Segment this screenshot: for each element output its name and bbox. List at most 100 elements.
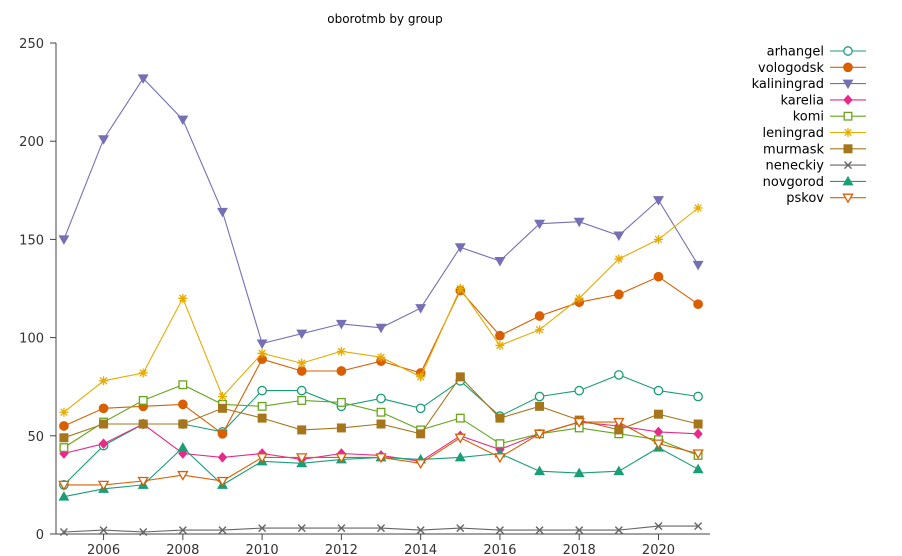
data-point-pskov bbox=[137, 476, 149, 487]
data-point-komi bbox=[257, 401, 267, 411]
data-point-arhangel bbox=[534, 391, 545, 402]
data-point-leningrad bbox=[257, 348, 267, 358]
x-tick-label: 2014 bbox=[404, 543, 437, 556]
data-point-komi bbox=[376, 407, 386, 417]
data-point-leningrad bbox=[59, 407, 69, 417]
series-line-kaliningrad bbox=[63, 77, 699, 345]
data-point-vologodsk bbox=[177, 399, 188, 410]
data-point-neneckiy bbox=[654, 522, 663, 531]
data-point-murmask bbox=[217, 403, 227, 413]
data-point-leningrad bbox=[376, 352, 386, 362]
x-tick-label: 2016 bbox=[483, 543, 516, 556]
data-point-neneckiy bbox=[456, 524, 465, 533]
data-point-pskov bbox=[375, 453, 387, 464]
data-point-pskov bbox=[296, 453, 308, 464]
data-point-leningrad bbox=[653, 234, 663, 244]
x-tick-label: 2020 bbox=[642, 543, 675, 556]
legend-marker bbox=[844, 161, 852, 170]
data-point-novgorod bbox=[573, 467, 585, 478]
data-point-murmask bbox=[257, 413, 267, 423]
data-point-pskov bbox=[692, 449, 704, 460]
data-point-neneckiy bbox=[178, 526, 187, 535]
legend-item-novgorod: novgorod bbox=[763, 175, 866, 190]
legend-marker bbox=[843, 94, 853, 106]
data-point-arhangel bbox=[415, 403, 426, 414]
data-point-arhangel bbox=[574, 385, 585, 396]
series-komi bbox=[59, 380, 703, 460]
data-point-vologodsk bbox=[59, 421, 69, 431]
data-point-neneckiy bbox=[495, 526, 504, 535]
data-point-karelia bbox=[653, 426, 664, 438]
data-point-kaliningrad bbox=[335, 319, 347, 330]
data-point-arhangel bbox=[613, 370, 624, 380]
x-tick-label: 2012 bbox=[325, 543, 358, 556]
legend-item-karelia: karelia bbox=[780, 93, 866, 108]
data-point-arhangel bbox=[257, 385, 267, 396]
y-tick-label: 150 bbox=[19, 233, 44, 248]
data-point-arhangel bbox=[296, 385, 307, 396]
data-point-leningrad bbox=[693, 203, 703, 213]
data-point-kaliningrad bbox=[653, 196, 664, 206]
legend-item-leningrad: leningrad bbox=[762, 126, 866, 141]
data-point-kaliningrad bbox=[217, 207, 228, 218]
data-point-murmask bbox=[178, 419, 188, 429]
legend-item-murmask: murmask bbox=[763, 142, 866, 157]
legend-item-vologodsk: vologodsk bbox=[758, 61, 866, 76]
data-point-kaliningrad bbox=[573, 217, 585, 228]
data-point-leningrad bbox=[297, 358, 307, 368]
data-point-pskov bbox=[613, 417, 625, 428]
legend-label: vologodsk bbox=[758, 61, 824, 76]
y-tick-label: 100 bbox=[19, 332, 44, 347]
data-point-novgorod bbox=[177, 442, 189, 452]
data-point-kaliningrad bbox=[534, 219, 546, 230]
data-point-murmask bbox=[653, 409, 663, 419]
data-point-kaliningrad bbox=[613, 231, 625, 241]
data-point-neneckiy bbox=[99, 526, 108, 535]
legend-label: kaliningrad bbox=[752, 77, 824, 92]
series-neneckiy bbox=[59, 522, 703, 537]
series-kaliningrad bbox=[58, 74, 704, 349]
data-point-neneckiy bbox=[416, 526, 425, 535]
data-point-kaliningrad bbox=[177, 115, 189, 126]
series-murmask bbox=[59, 372, 703, 443]
data-point-neneckiy bbox=[614, 526, 623, 535]
data-point-leningrad bbox=[178, 293, 188, 303]
legend-label: karelia bbox=[780, 93, 824, 108]
y-tick-label: 250 bbox=[19, 37, 44, 52]
data-point-neneckiy bbox=[218, 526, 227, 535]
data-point-karelia bbox=[693, 428, 703, 440]
series-pskov bbox=[58, 417, 704, 491]
data-point-neneckiy bbox=[297, 524, 306, 533]
data-point-leningrad bbox=[416, 372, 426, 382]
data-point-vologodsk bbox=[693, 299, 703, 310]
data-point-neneckiy bbox=[139, 528, 148, 537]
legend-label: arhangel bbox=[767, 45, 824, 60]
data-point-pskov bbox=[256, 453, 268, 464]
data-point-kaliningrad bbox=[58, 235, 70, 245]
data-point-neneckiy bbox=[337, 524, 346, 533]
data-point-arhangel bbox=[693, 391, 703, 402]
data-point-leningrad bbox=[99, 376, 109, 386]
data-point-kaliningrad bbox=[454, 243, 466, 253]
legend-marker bbox=[842, 79, 854, 90]
data-point-neneckiy bbox=[59, 528, 68, 537]
data-point-vologodsk bbox=[534, 311, 545, 321]
data-point-komi bbox=[178, 380, 188, 390]
data-point-komi bbox=[336, 397, 346, 407]
data-point-vologodsk bbox=[613, 289, 624, 300]
data-point-arhangel bbox=[653, 385, 664, 396]
data-point-pskov bbox=[414, 459, 427, 470]
data-point-kaliningrad bbox=[375, 323, 387, 334]
data-point-kaliningrad bbox=[494, 257, 506, 267]
legend-label: murmask bbox=[763, 142, 824, 157]
data-point-karelia bbox=[217, 452, 228, 463]
x-tick-label: 2018 bbox=[563, 543, 596, 556]
data-point-novgorod bbox=[58, 491, 70, 501]
data-point-kaliningrad bbox=[137, 74, 149, 84]
data-point-vologodsk bbox=[98, 403, 109, 414]
data-point-komi bbox=[297, 395, 307, 405]
legend-item-pskov: pskov bbox=[786, 191, 866, 206]
data-point-pskov bbox=[573, 417, 585, 428]
data-point-vologodsk bbox=[653, 271, 664, 282]
